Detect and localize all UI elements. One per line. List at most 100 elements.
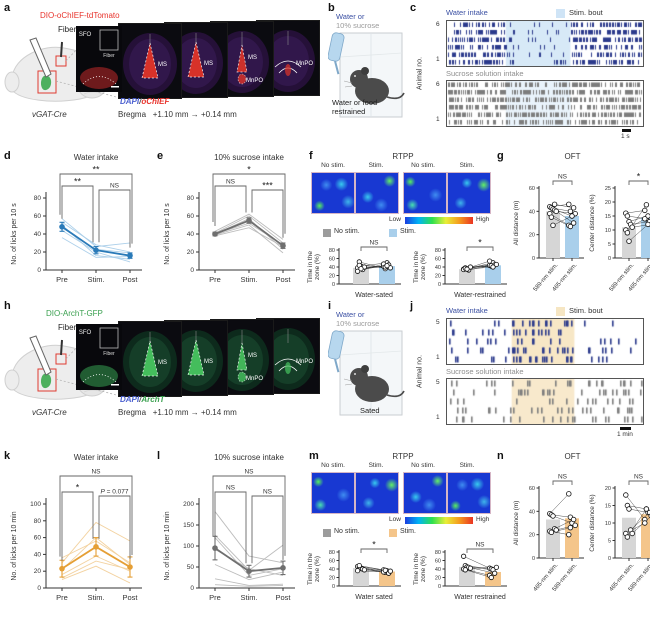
fiber-label: Fiber [58,25,77,34]
panel-k-label: k [4,450,11,462]
svg-text:MnPO: MnPO [246,78,263,84]
m-colorbar-low: Low [389,516,401,523]
stim-bout-legend: Stim. bout [569,8,603,17]
svg-text:P = 0.077: P = 0.077 [100,489,128,496]
svg-text:40: 40 [34,551,42,558]
svg-text:zone (%): zone (%) [314,556,321,582]
svg-text:50: 50 [187,564,195,571]
svg-text:20: 20 [34,249,42,256]
svg-text:Stim.: Stim. [87,275,104,284]
panel-k: k Water intake No. of licks per 10 min 0 20… [2,448,154,623]
svg-text:Water-sated: Water-sated [355,292,393,299]
svg-text:20: 20 [529,533,535,539]
g-title: OFT [564,152,581,161]
svg-text:Water sated: Water sated [355,594,393,601]
svg-text:40: 40 [329,265,335,271]
svg-text:Water restrained: Water restrained [454,594,506,601]
fiber-label-h: Fiber [58,323,77,332]
svg-text:Time in the: Time in the [307,251,314,283]
n-title: OFT [564,452,581,461]
svg-text:NS: NS [226,179,236,186]
svg-text:All distance (m): All distance (m) [513,501,520,546]
svg-text:20: 20 [329,576,335,582]
svg-text:Water-restrained: Water-restrained [454,292,506,299]
heatmap-nostim-sated [311,172,355,214]
svg-text:No. of licks per 10 s: No. of licks per 10 s [11,203,18,265]
svg-text:0: 0 [190,267,194,274]
f-legend-nostim-swatch [323,229,331,237]
bregma-label-h: Bregma +1.10 mm → +0.14 mm [118,408,237,417]
heatmap-nostim-sated-m [311,472,355,514]
m-heat-label-2: Stim. [368,462,384,469]
f-colorbar-high: High [476,216,490,223]
i-water-label: Water or [336,310,365,319]
svg-text:*: * [372,540,376,550]
j-row-top2: 5 [436,379,440,386]
sucrose-intake-raster [446,80,644,127]
svg-text:NS: NS [558,174,568,181]
j-water-title: Water intake [446,306,488,315]
svg-text:20: 20 [605,200,611,206]
heatmap-stim-sated-m [355,472,399,514]
svg-text:NS: NS [263,489,273,496]
svg-text:NS: NS [226,485,236,492]
svg-text:25: 25 [605,186,611,192]
svg-text:Pre: Pre [209,275,221,284]
f-legend-stim: Stim. [400,228,416,235]
svg-text:0: 0 [438,584,441,590]
stain-opsin: oChIEF [141,97,170,106]
svg-text:Post: Post [122,593,138,602]
svg-text:NS: NS [369,240,379,247]
inset-image: SFO Fiber [79,29,119,89]
b-sucrose-label: 10% sucrose [336,21,380,30]
svg-text:15: 15 [605,504,611,510]
svg-text:Stim.: Stim. [240,275,257,284]
svg-text:MnPO: MnPO [246,376,263,382]
svg-text:40: 40 [529,209,535,215]
mouse-line-label-h: vGAT-Cre [32,408,67,417]
sucrose-intake-line-chart: 10% sucrose intake No. of licks per 10 s 0… [164,153,295,284]
panel-g: g OFT All distance (m) 0 20 40 60 589-nm stim… [495,150,650,302]
svg-text:Water intake: Water intake [74,153,119,162]
svg-text:0: 0 [532,556,535,562]
panel-h-label: h [4,300,11,312]
b-caption: Water or food restrained [332,98,378,116]
svg-text:80: 80 [34,195,42,202]
svg-text:**: ** [74,177,82,187]
panel-c-label: c [410,2,417,14]
svg-text:80: 80 [435,550,441,556]
svg-text:MS: MS [158,62,167,68]
svg-text:No. of licks per 10 min: No. of licks per 10 min [11,511,18,580]
svg-text:40: 40 [435,567,441,573]
svg-text:0: 0 [438,282,441,288]
heatmap-stim-sated [355,172,399,214]
svg-text:***: *** [262,181,273,191]
panel-m: m RTPP No stim. Stim. No stim. Stim. Low… [303,450,523,623]
virus-label-h: DIO-ArchT-GFP [46,309,103,318]
m-legend-stim: Stim. [400,528,416,535]
svg-text:5: 5 [608,242,611,248]
c-row-bottom: 1 [436,56,440,63]
i-caption: Sated [360,406,380,415]
heatmap-stim-restrained-m [447,472,491,514]
svg-text:All distance (m): All distance (m) [513,201,520,246]
svg-text:0: 0 [532,256,535,262]
svg-text:Time in the: Time in the [413,251,420,283]
svg-text:Post: Post [122,275,138,284]
svg-text:20: 20 [435,576,441,582]
j-scale-label: 1 min [617,431,633,438]
svg-text:NS: NS [475,542,485,549]
brain-slices: MS MS MS MnPO MnPO [118,20,324,99]
panel-m-label: m [309,450,319,462]
j-scalebar [620,427,631,430]
panel-a: a DIO-oChIEF-tdTomato Fiber SFO Fiber MS M… [2,2,322,148]
sucrose-intake-line-chart-l: 10% sucrose intake No. of licks per 10 mi… [164,453,295,602]
f-heat-label-1: No stim. [321,162,345,169]
svg-text:**: ** [92,165,100,175]
svg-text:zone (%): zone (%) [420,254,427,280]
svg-text:20: 20 [529,233,535,239]
stain-label: DAPI/oChIEF [120,97,170,106]
svg-text:MS: MS [204,61,213,67]
